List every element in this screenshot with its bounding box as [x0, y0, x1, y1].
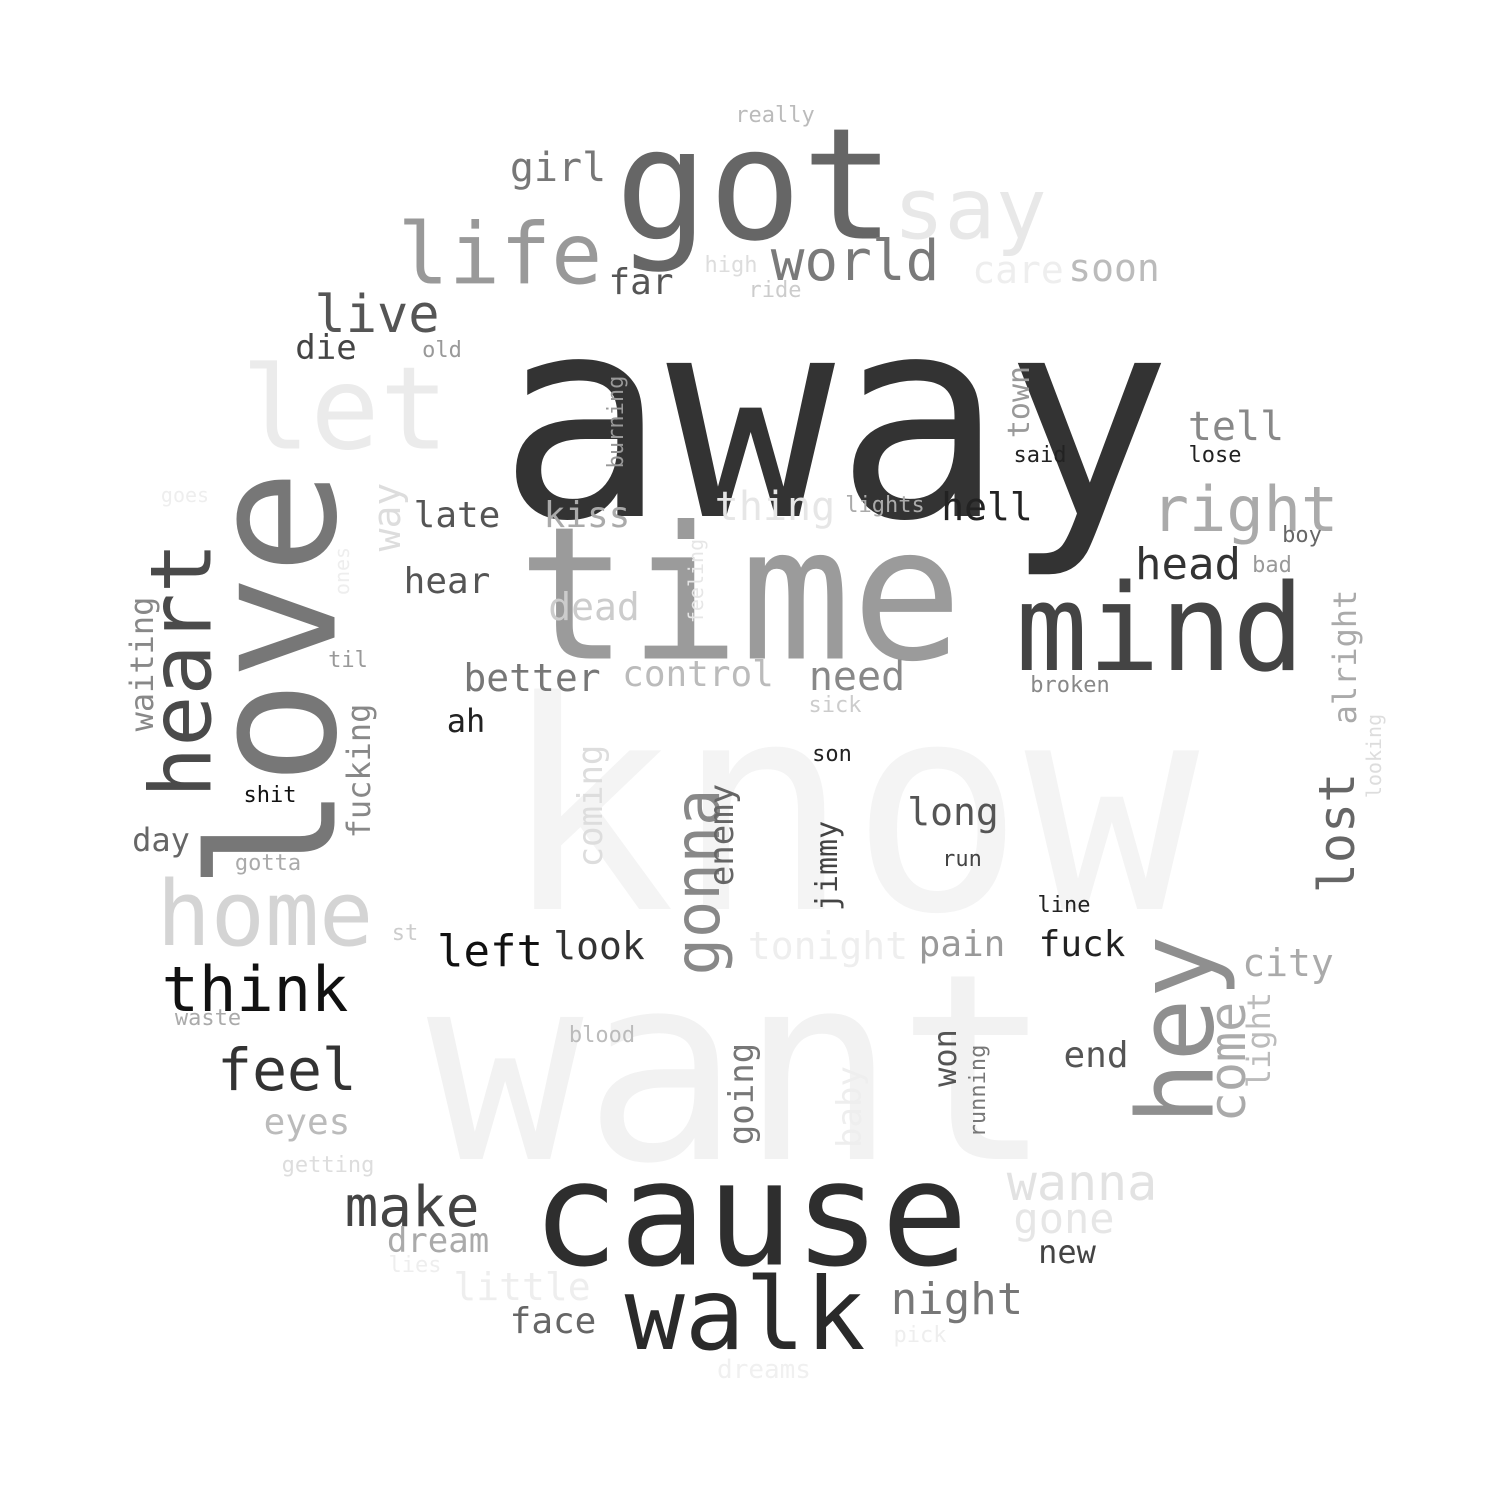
word-know: know — [500, 641, 1200, 978]
word-ride: ride — [748, 278, 802, 303]
word-boy: boy — [1282, 523, 1322, 548]
word-waste: waste — [174, 1006, 242, 1031]
word-away: away — [497, 257, 1173, 583]
word-waiting: waiting — [123, 596, 161, 732]
word-walk: walk — [624, 1256, 866, 1373]
word-alright: alright — [1326, 589, 1364, 725]
word-getting: getting — [281, 1153, 375, 1178]
word-thing: thing — [714, 484, 836, 530]
word-coming: coming — [571, 744, 611, 868]
word-home: home — [156, 862, 374, 967]
word-kiss: kiss — [543, 495, 631, 536]
word-way: way — [365, 482, 409, 552]
word-gone: gone — [1013, 1194, 1115, 1243]
word-blood: blood — [568, 1023, 636, 1048]
word-want: want — [426, 919, 1054, 1221]
word-going: going — [722, 1042, 762, 1146]
word-care: care — [972, 248, 1064, 292]
word-run: run — [942, 847, 982, 872]
word-cause: cause — [531, 1130, 969, 1300]
word-make: make — [344, 1175, 480, 1240]
word-far: far — [608, 262, 674, 303]
word-jimmy: jimmy — [810, 820, 845, 912]
word-face: face — [509, 1301, 597, 1342]
word-die: die — [295, 328, 357, 368]
word-sick: sick — [808, 693, 862, 718]
word-let: let — [241, 342, 449, 477]
word-feeling: feeling — [684, 538, 708, 624]
word-soon: soon — [1068, 246, 1160, 290]
word-town: town — [1002, 365, 1037, 439]
word-baby: baby — [830, 1066, 870, 1148]
word-line: line — [1037, 893, 1091, 918]
word-left: left — [437, 926, 543, 977]
word-really: really — [735, 103, 815, 128]
word-pick: pick — [893, 1323, 947, 1348]
word-tonight: tonight — [747, 924, 909, 968]
word-fuck: fuck — [1038, 924, 1126, 965]
word-time: time — [517, 486, 963, 703]
word-tell: tell — [1187, 404, 1285, 450]
word-world: world — [770, 229, 940, 294]
word-st: st — [391, 921, 419, 946]
word-better: better — [463, 656, 601, 700]
word-fucking: fucking — [340, 703, 378, 839]
word-ones: ones — [330, 546, 354, 596]
word-light: light — [1240, 991, 1278, 1089]
word-feel: feel — [217, 1036, 357, 1104]
word-wanna: wanna — [1006, 1154, 1158, 1212]
word-say: say — [893, 160, 1047, 260]
word-bad: bad — [1252, 553, 1292, 578]
word-enemy: enemy — [702, 783, 742, 887]
word-ah: ah — [446, 702, 486, 740]
word-city: city — [1242, 941, 1334, 985]
word-long: long — [907, 790, 999, 834]
word-gotta: gotta — [234, 851, 302, 876]
word-live: live — [314, 285, 440, 345]
word-son: son — [812, 742, 852, 767]
word-right: right — [1151, 473, 1339, 546]
word-lose: lose — [1188, 443, 1242, 468]
word-dreams: dreams — [717, 1355, 811, 1385]
word-control: control — [622, 654, 774, 695]
word-goes: goes — [160, 483, 210, 507]
word-lights: lights — [845, 493, 925, 518]
word-mind: mind — [1015, 560, 1305, 699]
word-won: won — [926, 1029, 964, 1087]
word-need: need — [808, 654, 906, 700]
word-girl: girl — [509, 145, 607, 191]
word-life: life — [397, 205, 603, 305]
word-dream: dream — [386, 1221, 490, 1261]
word-old: old — [422, 338, 462, 363]
word-think: think — [161, 953, 349, 1026]
word-night: night — [890, 1274, 1024, 1325]
word-lost: lost — [1308, 772, 1366, 894]
word-burning: burning — [604, 375, 629, 469]
word-high: high — [704, 253, 758, 278]
word-eyes: eyes — [263, 1102, 351, 1143]
word-day: day — [132, 821, 190, 859]
word-hell: hell — [941, 485, 1033, 529]
word-dead: dead — [548, 585, 640, 629]
word-end: end — [1063, 1035, 1129, 1076]
word-little: little — [453, 1265, 591, 1309]
word-head: head — [1135, 539, 1241, 590]
word-said: said — [1013, 443, 1067, 468]
word-got: got — [615, 94, 895, 276]
word-looking: looking — [1362, 713, 1386, 799]
word-shit: shit — [243, 783, 297, 808]
word-pain: pain — [918, 924, 1006, 965]
word-hear: hear — [403, 561, 491, 602]
word-new: new — [1038, 1233, 1096, 1271]
word-til: til — [328, 648, 368, 673]
word-running: running — [966, 1044, 991, 1138]
word-look: look — [553, 924, 645, 968]
word-late: late — [413, 495, 501, 536]
word-broken: broken — [1030, 673, 1110, 698]
word-lies: lies — [388, 1253, 442, 1278]
